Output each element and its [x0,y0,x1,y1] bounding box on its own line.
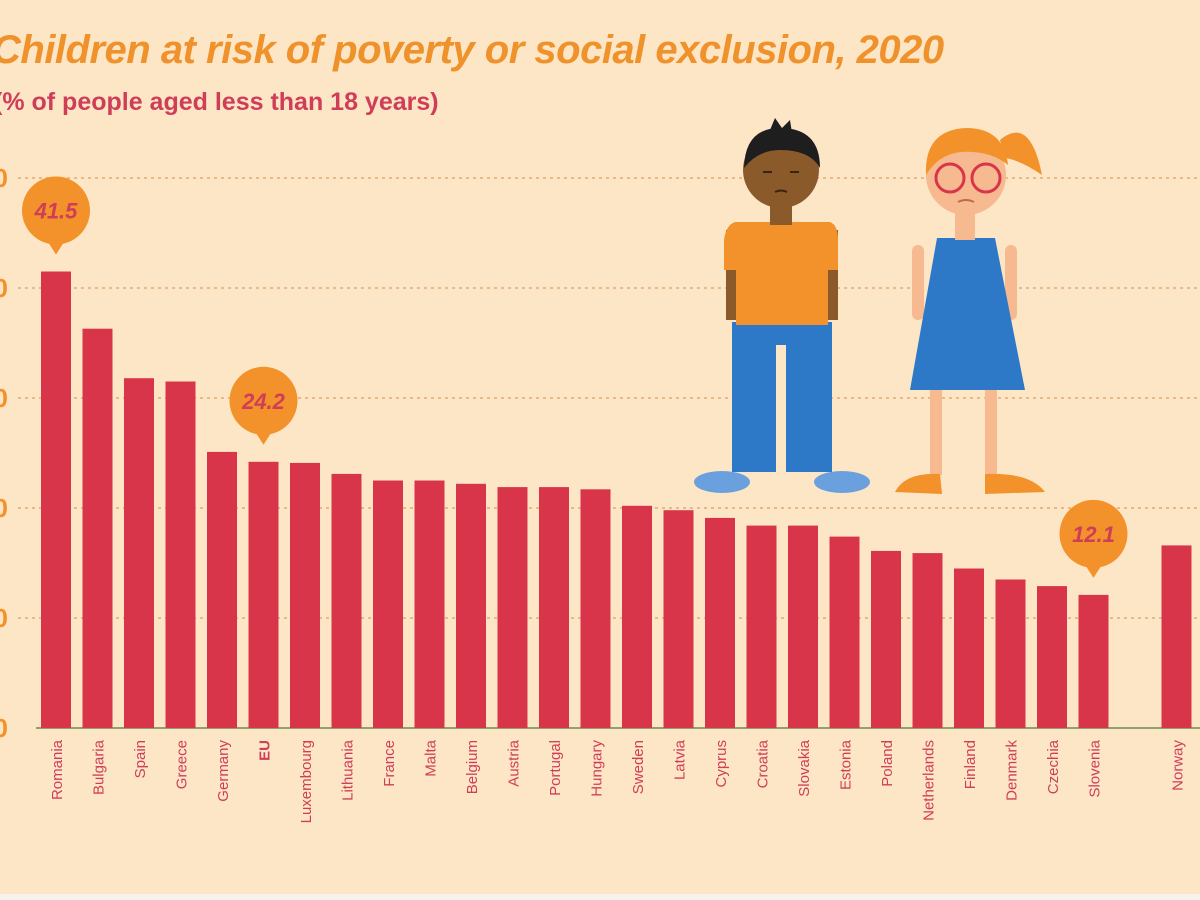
bar-cyprus [705,517,735,728]
x-label-poland: Poland [879,740,896,787]
x-label-croatia: Croatia [755,739,772,788]
x-label-portugal: Portugal [547,740,564,796]
y-tick-label: 30 [0,383,8,413]
bar-belgium [456,483,486,728]
x-label-sweden: Sweden [630,740,647,794]
callout-pointer [47,240,65,255]
callout-pointer [254,430,273,445]
x-label-luxembourg: Luxembourg [298,740,315,823]
x-axis-labels: Romania Bulgaria Spain Greece Germany EU Luxem… [49,739,1187,823]
bar-luxembourg [290,462,320,728]
bar-croatia [746,525,777,728]
bar-estonia [829,536,860,728]
callout-bubble [1059,499,1128,568]
bars [41,271,1192,728]
callout-value: 24.2 [241,389,286,414]
callout-value: 12.1 [1072,522,1115,547]
bar-denmark [995,579,1026,728]
x-label-lithuania: Lithuania [340,739,357,801]
bar-hungary [580,489,611,728]
callout-slovenia: 12.1 [1059,499,1128,578]
bar-norway [1161,545,1192,728]
x-label-norway: Norway [1170,740,1187,791]
x-label-spain: Spain [132,740,149,778]
x-label-malta: Malta [423,739,440,776]
x-label-cyprus: Cyprus [713,740,730,788]
x-label-slovakia: Slovakia [796,739,813,796]
chart-subtitle: (% of people aged less than 18 years) [0,88,439,116]
callout-bubble [22,176,90,245]
callout-eu: 24.2 [229,366,298,445]
bar-france [373,480,403,728]
bar-spain [124,378,154,728]
callout-value: 41.5 [34,199,79,224]
x-label-greece: Greece [174,740,191,789]
bottom-border [0,894,1200,900]
y-axis-ticks: 0 10 20 30 40 50 [0,163,8,743]
bar-austria [497,487,528,728]
x-label-denmark: Denmark [1004,740,1021,801]
x-label-hungary: Hungary [589,740,606,797]
x-label-latvia: Latvia [672,739,689,780]
bar-netherlands [912,553,943,728]
x-label-france: France [381,740,398,787]
girl-illustration [895,128,1045,494]
x-label-slovenia: Slovenia [1087,739,1104,797]
bar-romania [41,271,71,728]
x-label-germany: Germany [215,740,232,802]
bar-greece [165,381,196,728]
x-label-finland: Finland [962,740,979,789]
x-label-estonia: Estonia [838,739,855,790]
x-label-belgium: Belgium [464,740,481,794]
bar-slovenia [1078,594,1109,728]
bar-latvia [663,510,694,728]
callout-pointer [1084,563,1103,578]
bar-poland [871,550,901,728]
callout-bubble [229,366,298,435]
x-label-czechia: Czechia [1045,739,1062,794]
x-label-austria: Austria [506,739,523,786]
bar-bulgaria [82,328,113,728]
bar-eu [248,461,279,728]
x-label-romania: Romania [49,739,66,800]
x-label-eu: EU [257,740,274,761]
y-tick-label: 20 [0,493,8,523]
y-tick-label: 50 [0,163,8,193]
bar-lithuania [331,473,362,728]
y-tick-label: 10 [0,603,8,633]
chart-title: Children at risk of poverty or social ex… [0,28,944,72]
y-tick-label: 0 [0,713,8,743]
x-label-netherlands: Netherlands [921,740,938,821]
value-callouts: 41.5 24.2 12.1 [22,176,1128,578]
bar-malta [414,480,445,728]
bar-germany [207,451,237,728]
bar-slovakia [788,525,818,728]
bar-finland [954,568,984,728]
x-label-bulgaria: Bulgaria [91,739,108,795]
y-tick-label: 40 [0,273,8,303]
bar-portugal [539,487,569,728]
bar-czechia [1037,586,1067,728]
bar-sweden [622,505,652,728]
boy-illustration [694,118,870,493]
callout-romania: 41.5 [22,176,90,255]
